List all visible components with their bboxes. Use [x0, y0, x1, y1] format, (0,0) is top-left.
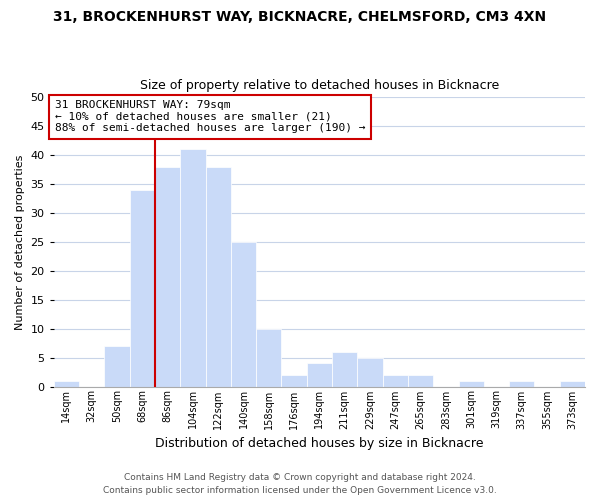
Bar [104, 346, 130, 387]
Bar [180, 150, 206, 386]
Bar [54, 380, 79, 386]
Bar [458, 380, 484, 386]
Bar [560, 380, 585, 386]
Bar [256, 328, 281, 386]
Bar [307, 364, 332, 386]
Bar [231, 242, 256, 386]
Text: Contains HM Land Registry data © Crown copyright and database right 2024.
Contai: Contains HM Land Registry data © Crown c… [103, 474, 497, 495]
Bar [408, 375, 433, 386]
Y-axis label: Number of detached properties: Number of detached properties [15, 154, 25, 330]
Text: 31 BROCKENHURST WAY: 79sqm
← 10% of detached houses are smaller (21)
88% of semi: 31 BROCKENHURST WAY: 79sqm ← 10% of deta… [55, 100, 365, 134]
Bar [281, 375, 307, 386]
Bar [130, 190, 155, 386]
Bar [509, 380, 535, 386]
X-axis label: Distribution of detached houses by size in Bicknacre: Distribution of detached houses by size … [155, 437, 484, 450]
Bar [206, 166, 231, 386]
Title: Size of property relative to detached houses in Bicknacre: Size of property relative to detached ho… [140, 79, 499, 92]
Bar [358, 358, 383, 386]
Text: 31, BROCKENHURST WAY, BICKNACRE, CHELMSFORD, CM3 4XN: 31, BROCKENHURST WAY, BICKNACRE, CHELMSF… [53, 10, 547, 24]
Bar [155, 166, 180, 386]
Bar [332, 352, 358, 386]
Bar [383, 375, 408, 386]
